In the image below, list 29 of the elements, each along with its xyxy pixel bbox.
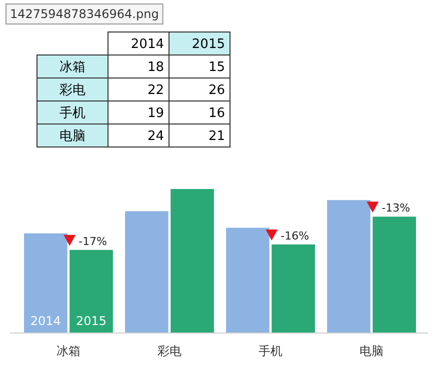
- x-tick-label: 电脑: [360, 344, 384, 358]
- data-label: 15: [208, 60, 225, 75]
- x-tick-label: 手机: [258, 344, 283, 358]
- data-label: 18: [147, 60, 164, 75]
- data-label: 24: [147, 129, 164, 144]
- y-tick-label: 彩电: [60, 83, 86, 98]
- annotation: -13%: [382, 202, 410, 215]
- bar: [170, 189, 214, 333]
- y-tick-label: 手机: [60, 106, 86, 121]
- data-label: 26: [208, 83, 225, 98]
- data-label: 16: [208, 106, 225, 121]
- data-label: 21: [208, 129, 225, 144]
- bar: [125, 211, 168, 333]
- x-tick-label: 彩电: [157, 344, 182, 358]
- bar: [327, 200, 370, 333]
- text: 1427594878346964.png: [10, 7, 159, 21]
- y-tick-label: 冰箱: [60, 60, 86, 75]
- y-tick-label: 电脑: [60, 129, 86, 144]
- bar: [24, 233, 68, 333]
- series-label: 2015: [76, 314, 107, 328]
- data-label: 19: [147, 106, 164, 121]
- bar: [226, 228, 270, 333]
- annotation: -17%: [78, 234, 108, 248]
- annotation: -16%: [280, 229, 310, 242]
- bar: [372, 216, 416, 333]
- bar: [272, 244, 315, 333]
- bar: [70, 250, 113, 333]
- data-label: 22: [147, 83, 164, 98]
- series-label: 2014: [30, 314, 61, 328]
